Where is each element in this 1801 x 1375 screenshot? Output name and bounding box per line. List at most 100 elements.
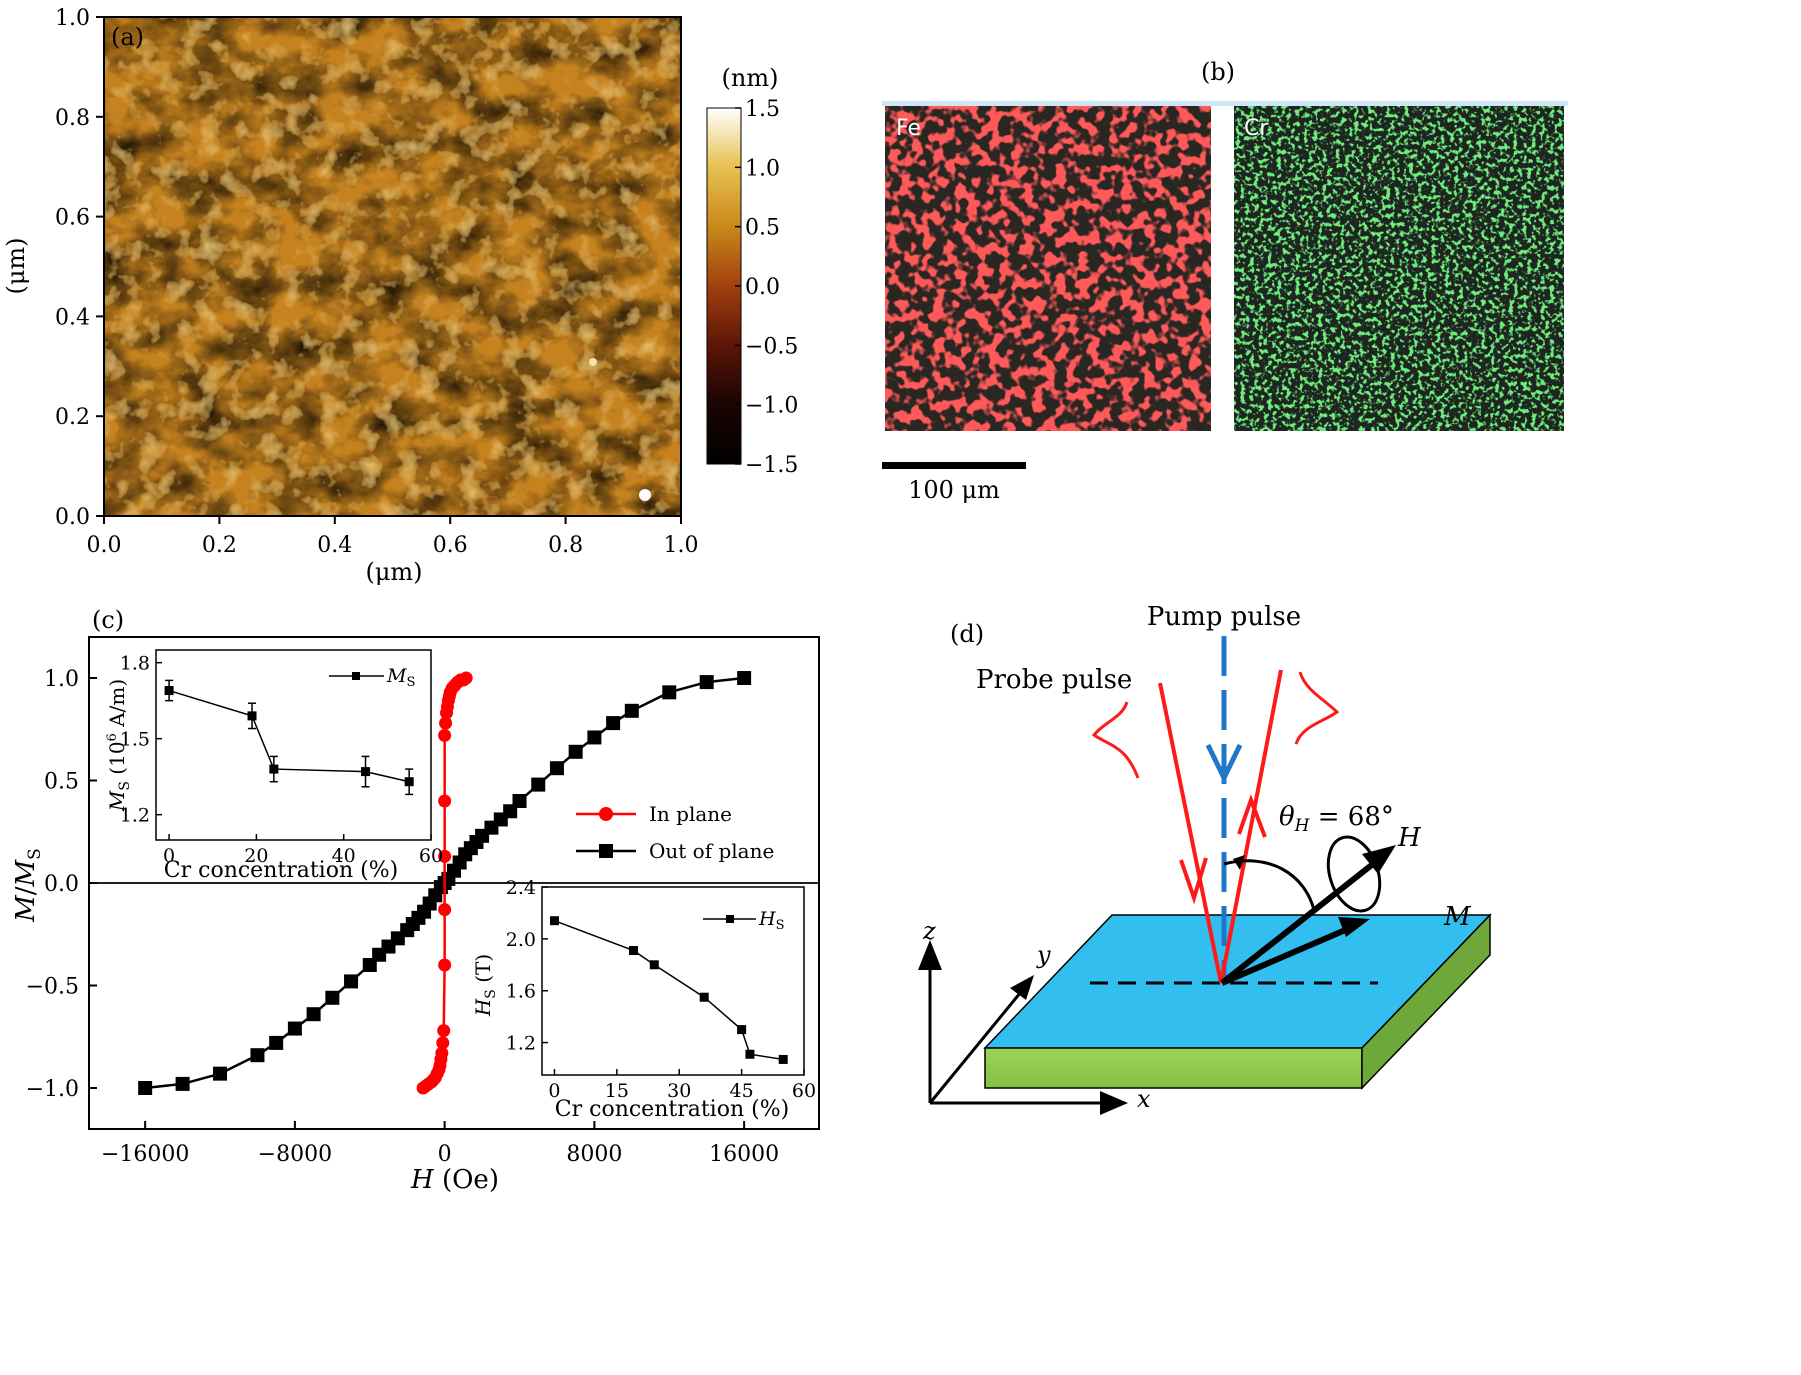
inset-point: [699, 992, 709, 1002]
out-of-plane-point: [344, 974, 359, 989]
y-tick-label: 0.0: [44, 872, 79, 897]
colorbar-tick-label: 0.0: [745, 275, 780, 300]
field-vectors: θH = 68° H M: [1220, 802, 1472, 986]
x-tick-label: −16000: [101, 1142, 189, 1167]
x-tick-label: 0.0: [87, 533, 122, 558]
x-tick-label: 0.2: [202, 533, 237, 558]
inset-x-tick-label: 30: [667, 1080, 691, 1102]
colorbar-tick-label: 1.5: [745, 97, 780, 122]
fe-map-label: Fe: [896, 116, 921, 141]
inset-x-tick-label: 60: [792, 1080, 816, 1102]
inset-y-tick-label: 2.4: [506, 877, 536, 899]
out-of-plane-point: [269, 1035, 284, 1050]
out-of-plane-point: [662, 685, 677, 700]
inset-point: [247, 711, 257, 721]
axis-x-label: x: [1137, 1085, 1151, 1113]
inset-ms-series: [164, 679, 414, 796]
colorbar-tick-label: 0.5: [745, 216, 780, 241]
probe-pulse-wave-right: [1294, 671, 1340, 745]
axis-z-label: z: [922, 917, 936, 945]
out-of-plane-point: [606, 716, 621, 731]
inset-point: [649, 960, 659, 970]
inset-hs-series: [549, 916, 788, 1064]
out-of-plane-point: [213, 1066, 228, 1081]
legend-out-of-plane: Out of plane: [576, 839, 774, 863]
in-plane-point: [438, 728, 452, 742]
colorbar-tick-label: −0.5: [745, 334, 798, 359]
in-plane-point: [438, 794, 452, 808]
x-tick-label: 0.8: [548, 533, 583, 558]
inset-ms-y-label: MS (106 A/m): [105, 679, 133, 812]
in-plane-point: [436, 1036, 450, 1050]
axis-y-label: y: [1036, 941, 1051, 969]
inset-point: [745, 1049, 755, 1059]
slab-front: [984, 1047, 1363, 1089]
colorbar-ticks: 1.5 1.0 0.5 0.0 −0.5 −1.0 −1.5: [735, 97, 798, 478]
afm-bright-spot: [589, 358, 597, 366]
pump-pulse-label: Pump pulse: [1147, 602, 1301, 632]
colorbar-tick-label: −1.0: [745, 394, 798, 419]
x-tick-label: 0: [438, 1142, 452, 1167]
panel-a-y-label: (μm): [2, 237, 30, 294]
out-of-plane-point: [512, 794, 527, 808]
out-of-plane-point: [568, 744, 583, 759]
inset-y-tick-label: 1.2: [120, 805, 150, 827]
in-plane-point: [438, 903, 452, 917]
legend-in-plane-label: In plane: [649, 802, 732, 826]
inset-ms-x-label: Cr concentration (%): [164, 858, 398, 883]
inset-hs-frame: [541, 886, 805, 1076]
probe-pulse-label: Probe pulse: [976, 665, 1132, 695]
y-tick-label: −1.0: [26, 1077, 79, 1102]
h-label: H: [1397, 823, 1422, 853]
inset-point: [164, 686, 174, 696]
inset-ms-ticks: 0 20 40 60 1.2 1.5 1.8: [120, 653, 443, 867]
fe-map-texture: [885, 106, 1211, 431]
pump-beam: [1205, 636, 1243, 982]
afm-texture: [104, 17, 681, 516]
panel-b: (b) Fe Cr 100 μm: [882, 58, 1568, 504]
probe-beams: [1091, 669, 1340, 984]
panel-c-legend: In plane Out of plane: [576, 802, 774, 863]
scale-bar: [882, 462, 1026, 469]
m-vector: [1220, 925, 1352, 986]
probe-pulse-wave-left: [1091, 701, 1140, 779]
theta-label: θH = 68°: [1279, 802, 1394, 836]
out-of-plane-point: [325, 990, 340, 1005]
x-tick-label: 0.4: [317, 533, 352, 558]
out-of-plane-point: [624, 703, 639, 718]
legend-in-plane: In plane: [576, 802, 732, 826]
precession-ellipse: [1326, 835, 1382, 913]
inset-x-tick-label: 15: [605, 1080, 629, 1102]
panel-c: (c) −16000 −8000 0 8000 16000 −1.0 −0.5 0.0 0.5 1…: [11, 606, 820, 1195]
colorbar-tick-label: 1.0: [745, 156, 780, 181]
x-tick-label: 1.0: [664, 533, 699, 558]
in-plane-point: [435, 1046, 449, 1060]
y-tick-label: 0.5: [44, 770, 79, 795]
y-tick-label: 1.0: [55, 6, 90, 31]
inset-y-tick-label: 1.5: [120, 729, 150, 751]
panel-c-y-label: M/MS: [11, 848, 45, 923]
x-tick-label: 16000: [709, 1142, 779, 1167]
y-tick-label: 1.0: [44, 667, 79, 692]
fe-map: Fe: [885, 106, 1211, 431]
scale-bar-label: 100 μm: [908, 476, 1000, 504]
y-tick-label: −0.5: [26, 975, 79, 1000]
out-of-plane-point: [306, 1007, 321, 1022]
out-of-plane-point: [250, 1048, 265, 1063]
panel-a-label: (a): [111, 23, 144, 51]
out-of-plane-point: [549, 761, 564, 776]
inset-point: [628, 946, 638, 956]
panel-a-x-label: (μm): [365, 558, 422, 586]
panel-c-series: [138, 671, 752, 1095]
inset-point: [737, 1025, 747, 1035]
panel-a: (a) 0.0 0.2 0.4 0.6 0.8 1.0 0.0 0.2 0.4 0.6 0.8 1.…: [2, 6, 798, 586]
inset-x-tick-label: 60: [419, 845, 443, 867]
inset-hs-ticks: 0 15 30 45 60 1.2 1.6 2.0 2.4: [506, 877, 816, 1102]
inset-x-tick-label: 40: [332, 845, 356, 867]
afm-bright-spot: [639, 489, 651, 501]
panel-c-ticks: −16000 −8000 0 8000 16000 −1.0 −0.5 0.0 0.5 1.0: [26, 667, 819, 1167]
y-tick-label: 0.4: [55, 305, 90, 330]
map-top-strip: [882, 101, 1568, 106]
colorbar: (nm) 1.5 1.0 0.5 0.0 −0.5 −1.0 −1.5: [706, 64, 798, 478]
